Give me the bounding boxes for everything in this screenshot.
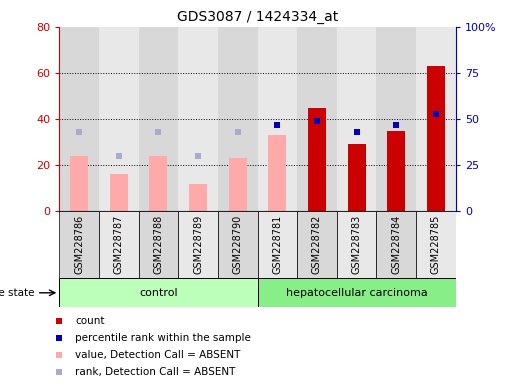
- Bar: [427, 66, 445, 211]
- Bar: [416, 27, 456, 211]
- Bar: [139, 211, 178, 278]
- Text: GSM228787: GSM228787: [114, 215, 124, 274]
- Bar: [218, 27, 258, 211]
- Bar: [258, 27, 297, 211]
- Text: GSM228782: GSM228782: [312, 215, 322, 274]
- Bar: [70, 156, 88, 211]
- Bar: [297, 211, 337, 278]
- Bar: [258, 278, 456, 307]
- Text: rank, Detection Call = ABSENT: rank, Detection Call = ABSENT: [75, 367, 236, 377]
- Bar: [149, 156, 167, 211]
- Bar: [348, 144, 366, 211]
- Text: GSM228789: GSM228789: [193, 215, 203, 274]
- Text: disease state: disease state: [0, 288, 35, 298]
- Bar: [268, 135, 286, 211]
- Bar: [308, 108, 326, 211]
- Text: GSM228790: GSM228790: [233, 215, 243, 274]
- Bar: [178, 27, 218, 211]
- Bar: [59, 278, 258, 307]
- Bar: [416, 211, 456, 278]
- Text: value, Detection Call = ABSENT: value, Detection Call = ABSENT: [75, 350, 241, 360]
- Text: GSM228785: GSM228785: [431, 215, 441, 274]
- Bar: [258, 211, 297, 278]
- Bar: [297, 27, 337, 211]
- Text: count: count: [75, 316, 105, 326]
- Bar: [99, 211, 139, 278]
- Bar: [337, 27, 376, 211]
- Text: control: control: [139, 288, 178, 298]
- Bar: [376, 211, 416, 278]
- Bar: [218, 211, 258, 278]
- Title: GDS3087 / 1424334_at: GDS3087 / 1424334_at: [177, 10, 338, 25]
- Bar: [387, 131, 405, 211]
- Bar: [229, 158, 247, 211]
- Text: GSM228784: GSM228784: [391, 215, 401, 274]
- Bar: [337, 211, 376, 278]
- Bar: [139, 27, 178, 211]
- Text: hepatocellular carcinoma: hepatocellular carcinoma: [286, 288, 427, 298]
- Bar: [59, 211, 99, 278]
- Bar: [99, 27, 139, 211]
- Text: GSM228786: GSM228786: [74, 215, 84, 274]
- Bar: [110, 174, 128, 211]
- Bar: [59, 27, 99, 211]
- Bar: [376, 27, 416, 211]
- Bar: [189, 184, 207, 211]
- Text: percentile rank within the sample: percentile rank within the sample: [75, 333, 251, 343]
- Text: GSM228788: GSM228788: [153, 215, 163, 274]
- Text: GSM228781: GSM228781: [272, 215, 282, 274]
- Bar: [178, 211, 218, 278]
- Text: GSM228783: GSM228783: [352, 215, 362, 274]
